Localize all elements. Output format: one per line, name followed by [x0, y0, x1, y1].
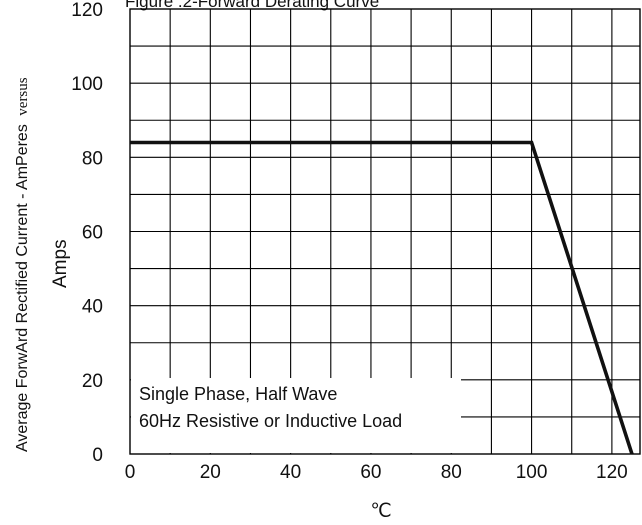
y-tick-label: 80 [82, 148, 103, 169]
y-axis-label-suffix: versus [15, 77, 31, 115]
x-tick-label: 120 [596, 462, 628, 483]
y-axis-label: Average ForwArd Rectified Current - AmPe… [14, 77, 31, 452]
x-axis-unit-label: ℃ [370, 501, 391, 522]
plot-area [129, 8, 641, 455]
y-axis-label-secondary: Amps [50, 239, 71, 288]
annotation-line-1: Single Phase, Half Wave [139, 384, 337, 404]
x-tick-label: 0 [125, 462, 136, 483]
y-tick-labels: 0 20 40 60 80 100 120 [71, 0, 103, 466]
y-tick-label: 120 [71, 0, 103, 21]
y-tick-label: 20 [82, 371, 103, 392]
x-tick-label: 60 [360, 462, 381, 483]
y-tick-label: 40 [82, 297, 103, 318]
x-tick-label: 80 [441, 462, 462, 483]
series-layer [130, 140, 634, 455]
series-line-0 [130, 140, 634, 455]
x-tick-label: 40 [280, 462, 301, 483]
y-tick-label: 100 [71, 74, 103, 95]
x-tick-label: 100 [516, 462, 548, 483]
y-tick-label: 60 [82, 223, 103, 244]
annotation-box: Single Phase, Half Wave 60Hz Resistive o… [131, 378, 461, 453]
annotation-line-2: 60Hz Resistive or Inductive Load [139, 411, 402, 431]
x-tick-label: 20 [200, 462, 221, 483]
y-tick-label: 0 [92, 445, 103, 466]
chart-title: Figure .2-Forward Derating Curve [125, 0, 379, 11]
x-tick-labels: 0 20 40 60 80 100 120 [125, 462, 628, 483]
y-axis-label-main: Average ForwArd Rectified Current - AmPe… [14, 124, 31, 452]
